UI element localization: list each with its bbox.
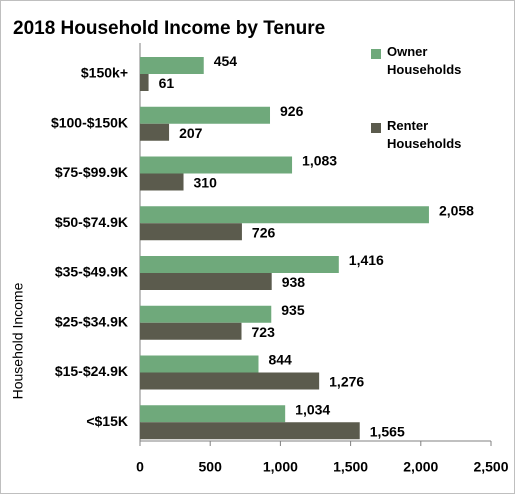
- y-tick-label: $50-$74.9K: [55, 214, 128, 230]
- data-label: 935: [281, 302, 305, 318]
- legend-label: Renter Households: [387, 118, 462, 151]
- data-label: 1,034: [295, 401, 330, 417]
- x-tick-label: 2,000: [403, 459, 438, 475]
- legend-swatch: [371, 49, 381, 59]
- y-tick-label: $75-$99.9K: [55, 164, 128, 180]
- data-label: 723: [252, 324, 276, 340]
- data-label: 1,565: [370, 423, 405, 439]
- y-tick-label: <$15K: [86, 413, 128, 429]
- bar: [140, 305, 272, 323]
- data-label: 1,416: [349, 252, 384, 268]
- bar: [140, 256, 339, 273]
- data-label: 2,058: [439, 202, 474, 218]
- data-label: 207: [179, 125, 203, 141]
- bar: [140, 322, 242, 340]
- bar: [140, 422, 360, 440]
- data-label: 61: [159, 75, 175, 91]
- y-axis-label: Household Income: [10, 282, 26, 399]
- y-tick-label: $15-$24.9K: [55, 363, 128, 379]
- y-tick-label: $25-$34.9K: [55, 313, 128, 329]
- data-label: 726: [252, 224, 276, 240]
- bar: [140, 156, 293, 174]
- bar: [140, 273, 272, 290]
- bar: [140, 405, 286, 423]
- bar: [140, 206, 429, 224]
- bar: [140, 106, 271, 124]
- x-tick-label: 0: [136, 459, 144, 475]
- bar: [140, 173, 184, 191]
- bar: [140, 74, 149, 91]
- bar: [140, 355, 259, 373]
- legend-label: Owner Households: [387, 44, 462, 77]
- x-tick-label: 2,500: [473, 459, 508, 475]
- y-tick-label: $35-$49.9K: [55, 264, 128, 280]
- data-label: 454: [214, 53, 238, 69]
- x-tick-label: 500: [199, 459, 223, 475]
- data-label: 926: [280, 103, 304, 119]
- data-label: 844: [268, 352, 292, 368]
- bar: [140, 57, 204, 74]
- bar: [140, 223, 242, 241]
- x-tick-label: 1,500: [333, 459, 368, 475]
- data-label: 1,276: [329, 374, 364, 390]
- bar: [140, 123, 170, 141]
- bar: [140, 372, 320, 390]
- y-tick-label: $150k+: [81, 65, 128, 81]
- chart-title: 2018 Household Income by Tenure: [13, 18, 325, 39]
- x-tick-label: 1,000: [263, 459, 298, 475]
- data-label: 1,083: [302, 153, 337, 169]
- data-label: 938: [282, 274, 306, 290]
- legend-swatch: [371, 123, 381, 133]
- y-tick-label: $100-$150K: [51, 114, 128, 130]
- data-label: 310: [194, 175, 218, 191]
